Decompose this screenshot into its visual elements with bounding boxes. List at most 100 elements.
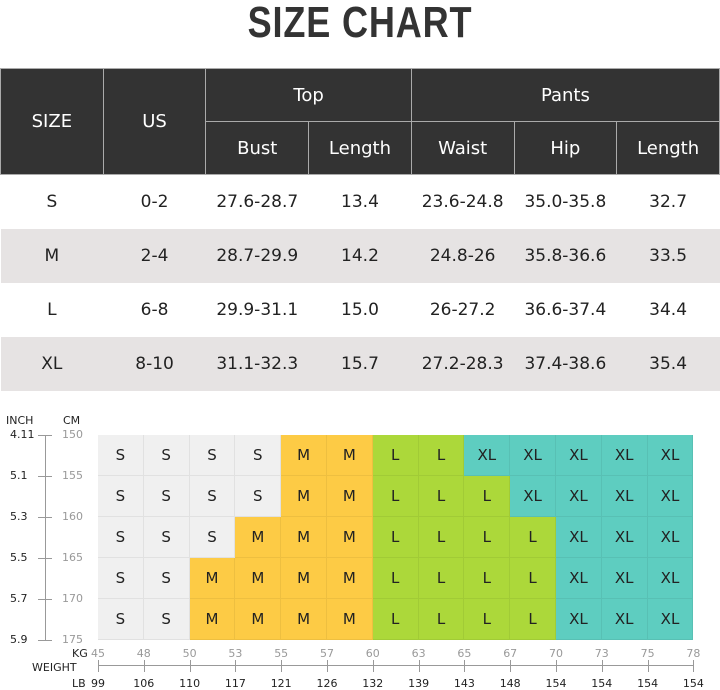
size-cell: S [235,476,282,517]
weight-tick [556,660,557,672]
lb-tick-label: 154 [591,677,613,690]
weight-tick [647,660,649,672]
header-pants: Pants [410,68,720,122]
cm-tick-label: 150 [62,428,83,441]
height-tick [38,599,52,600]
size-cell: L [372,558,419,599]
size-cell: XL [647,517,694,558]
size-cell: XL [601,435,648,476]
table-cell: 15.7 [308,337,412,391]
size-cell: S [98,476,144,517]
inch-tick-label: 5.1 [10,469,28,482]
size-cell: XL [601,476,648,517]
size-cell: L [464,558,511,599]
header-waist: Waist [410,121,515,175]
size-cell: XL [556,517,602,558]
lb-tick-label: 110 [179,677,201,690]
lb-tick-label: 154 [637,677,659,690]
table-cell: 32.7 [649,192,688,212]
table-cell: 35.4 [616,337,720,391]
table-cell: 36.6-37.4 [524,300,607,320]
size-cell: XL [510,476,556,517]
weight-tick [143,660,145,672]
table-row: M 2-4 28.7-29.9 14.2 24.8-26 35.8-36.6 33.5 [0,229,720,283]
size-cell: S [143,517,190,558]
size-cell: S [189,476,236,517]
size-cell: S [189,517,236,558]
cm-label: CM [63,414,81,427]
kg-tick-label: 60 [365,647,380,660]
size-cell: S [98,558,144,599]
size-cell: XL [601,599,648,640]
cm-tick-label: 175 [62,633,83,646]
size-cell: XL [647,476,694,517]
size-cell: L [418,517,465,558]
table-cell: 8-10 [103,337,206,391]
lb-label: LB [72,677,86,690]
table-cell: 24.8-26 [411,229,515,283]
weight-tick [98,660,99,672]
weight-tick [510,660,512,672]
size-cell: M [281,476,327,517]
kg-tick-label: 57 [320,647,334,660]
header-us: US [102,68,207,175]
lb-tick-label: 154 [682,677,704,690]
size-cell: XL [647,435,694,476]
inch-tick-label: 5.9 [10,633,28,646]
table-cell: 6-8 [140,300,169,320]
table-cell: 35.0-35.8 [524,192,607,212]
header-top: Top [205,68,412,122]
size-cell: S [143,476,190,517]
weight-tick [235,660,237,672]
table-cell: 28.7-29.9 [205,229,309,283]
inch-tick-label: 5.3 [10,510,28,523]
kg-tick-label: 55 [274,647,289,660]
cm-tick-label: 160 [62,510,83,523]
size-cell: XL [647,599,694,640]
lb-tick-label: 143 [453,677,475,690]
size-cell: L [510,599,556,640]
size-cell: S [98,517,144,558]
weight-tick [281,660,283,672]
lb-tick-label: 106 [133,677,155,690]
size-cell: M [235,517,282,558]
weight-tick [464,660,466,672]
height-tick [38,640,52,641]
size-cell: XL [647,558,694,599]
height-tick [38,435,52,436]
size-table: SIZE US Top Pants Bust Length Waist Hip … [0,68,720,391]
size-cell: M [327,517,373,558]
lb-tick-label: 148 [499,677,521,690]
table-cell: 35.8-36.6 [514,229,617,283]
size-cell: L [464,476,511,517]
size-cell: L [418,435,465,476]
table-cell: S [46,192,58,212]
size-cell: S [143,599,190,640]
height-tick [38,517,52,518]
header-bust: Bust [205,121,310,175]
header-top-length: Length [308,121,412,175]
size-cell: S [98,599,144,640]
table-cell: 37.4-38.6 [514,337,617,391]
table-cell: 15.0 [341,300,379,320]
lb-tick-label: 121 [270,677,292,690]
size-cell: S [98,435,144,476]
weight-axis-line [98,665,694,666]
size-cell: XL [601,517,648,558]
size-cell: XL [464,435,511,476]
weight-tick [601,660,603,672]
size-cell: XL [556,435,602,476]
inch-tick-label: 5.5 [10,551,28,564]
table-cell: 13.4 [341,192,379,212]
kg-tick-label: 73 [594,647,609,660]
weight-tick [418,660,420,672]
size-cell: L [372,476,419,517]
size-cell: M [189,558,236,599]
lb-tick-label: 126 [316,677,338,690]
lb-tick-label: 99 [91,677,105,690]
kg-tick-label: 78 [686,647,701,660]
inch-tick-label: 5.7 [10,592,28,605]
size-cell: L [418,476,465,517]
table-cell: 14.2 [308,229,412,283]
weight-title: WEIGHT [32,661,77,674]
